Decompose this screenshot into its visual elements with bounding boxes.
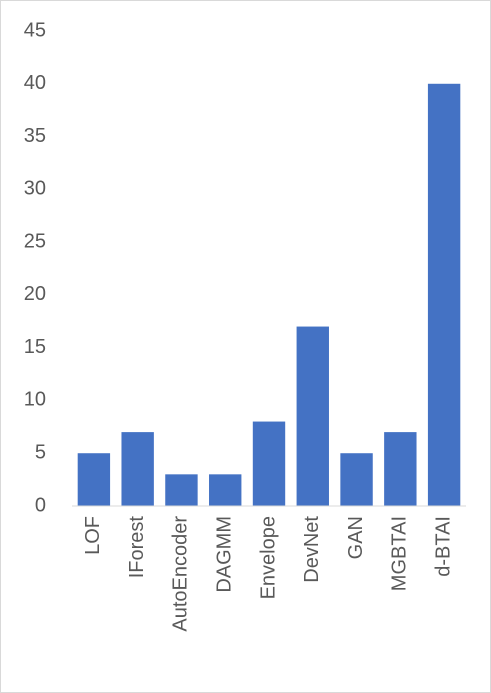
x-tick-label: AutoEncoder — [170, 516, 192, 632]
x-tick-label: GAN — [345, 516, 367, 559]
y-tick-label: 0 — [35, 494, 46, 516]
bar — [165, 474, 198, 506]
bar — [209, 474, 242, 506]
x-tick-label: DAGMM — [214, 516, 236, 593]
y-tick-label: 15 — [24, 336, 46, 358]
y-tick-label: 45 — [24, 19, 46, 41]
y-tick-label: 35 — [24, 125, 46, 147]
bar — [427, 83, 461, 507]
x-tick-label: Envelope — [257, 516, 279, 599]
bar — [340, 453, 373, 506]
bar — [77, 453, 111, 506]
bar — [384, 432, 417, 506]
y-tick-label: 25 — [24, 230, 46, 252]
x-tick-label: MGBTAI — [389, 516, 411, 591]
bar — [252, 421, 286, 506]
bar — [121, 432, 154, 506]
y-tick-label: 20 — [24, 283, 46, 305]
bar — [296, 326, 329, 506]
y-tick-label: 10 — [24, 389, 46, 411]
x-tick-label: DevNet — [301, 516, 323, 583]
y-tick-label: 40 — [24, 72, 46, 94]
y-tick-label: 5 — [35, 442, 46, 464]
y-tick-label: 30 — [24, 178, 46, 200]
x-tick-label: d-BTAI — [432, 516, 454, 577]
x-tick-label: IForest — [126, 516, 148, 579]
x-tick-label: LOF — [82, 516, 104, 555]
